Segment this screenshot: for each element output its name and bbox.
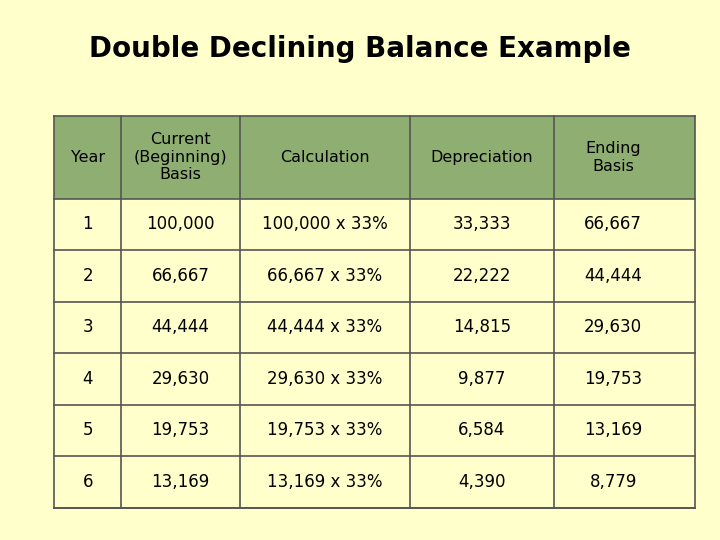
Bar: [54, 116, 695, 199]
Text: 2: 2: [82, 267, 93, 285]
Text: 22,222: 22,222: [452, 267, 511, 285]
Text: 44,444: 44,444: [584, 267, 642, 285]
Text: 5: 5: [82, 421, 93, 440]
Text: Year: Year: [71, 150, 104, 165]
Text: 19,753: 19,753: [151, 421, 210, 440]
Text: 14,815: 14,815: [453, 318, 510, 336]
Text: 3: 3: [82, 318, 93, 336]
Text: 66,667: 66,667: [584, 215, 642, 233]
Bar: [54, 250, 695, 301]
Text: 6,584: 6,584: [458, 421, 505, 440]
Text: 9,877: 9,877: [458, 370, 505, 388]
Bar: [54, 199, 695, 250]
Text: 1: 1: [82, 215, 93, 233]
Text: Ending
Basis: Ending Basis: [585, 141, 641, 173]
Text: 44,444: 44,444: [152, 318, 210, 336]
Text: Double Declining Balance Example: Double Declining Balance Example: [89, 35, 631, 63]
Text: 66,667: 66,667: [152, 267, 210, 285]
Bar: [54, 404, 695, 456]
Text: Current
(Beginning)
Basis: Current (Beginning) Basis: [134, 132, 228, 182]
Text: 100,000: 100,000: [146, 215, 215, 233]
Bar: [54, 301, 695, 353]
Text: 29,630 x 33%: 29,630 x 33%: [267, 370, 382, 388]
Text: 13,169 x 33%: 13,169 x 33%: [267, 473, 382, 491]
Text: 29,630: 29,630: [151, 370, 210, 388]
Text: 4: 4: [82, 370, 93, 388]
Text: 8,779: 8,779: [590, 473, 636, 491]
Bar: [54, 353, 695, 404]
Text: Calculation: Calculation: [280, 150, 369, 165]
Text: 6: 6: [82, 473, 93, 491]
Text: 66,667 x 33%: 66,667 x 33%: [267, 267, 382, 285]
Text: 13,169: 13,169: [584, 421, 642, 440]
Text: 29,630: 29,630: [584, 318, 642, 336]
Text: 4,390: 4,390: [458, 473, 505, 491]
Bar: [54, 456, 695, 508]
Text: 33,333: 33,333: [452, 215, 511, 233]
Text: 19,753 x 33%: 19,753 x 33%: [267, 421, 382, 440]
Text: 44,444 x 33%: 44,444 x 33%: [267, 318, 382, 336]
Text: 13,169: 13,169: [151, 473, 210, 491]
Text: 19,753: 19,753: [584, 370, 642, 388]
Text: Depreciation: Depreciation: [431, 150, 533, 165]
Text: 100,000 x 33%: 100,000 x 33%: [262, 215, 387, 233]
